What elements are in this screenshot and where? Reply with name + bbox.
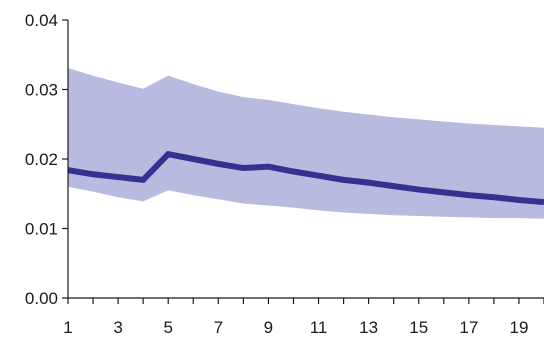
x-tick-label: 3 — [113, 318, 122, 337]
axes — [62, 19, 544, 304]
x-tick-label: 13 — [359, 318, 378, 337]
x-tick-label: 5 — [163, 318, 172, 337]
y-tick-label: 0.04 — [25, 11, 58, 30]
x-tick-label: 11 — [310, 318, 328, 337]
x-tick-label: 7 — [214, 318, 223, 337]
series-line-layer — [67, 150, 544, 206]
x-tick-label: 1 — [63, 318, 72, 337]
confidence-band — [68, 67, 544, 219]
tick-labels: 0.000.010.020.030.041 3 5 7 9 11 13 15 17 19 — [25, 11, 529, 337]
series-line-1 — [67, 150, 544, 206]
y-tick-label: 0.00 — [25, 289, 58, 308]
x-tick-label: 17 — [459, 318, 478, 337]
confidence-band-layer — [68, 67, 544, 219]
x-tick-label: 19 — [509, 318, 528, 337]
y-tick-label: 0.02 — [25, 150, 58, 169]
x-tick-label: 9 — [264, 318, 273, 337]
y-tick-label: 0.01 — [25, 220, 58, 239]
y-tick-label: 0.03 — [25, 81, 58, 100]
x-tick-label: 15 — [409, 318, 428, 337]
